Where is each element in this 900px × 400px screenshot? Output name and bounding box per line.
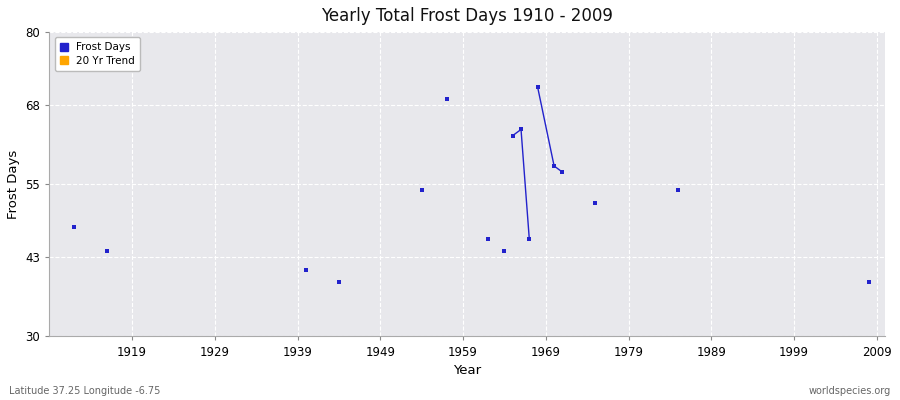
Point — [555, 169, 570, 175]
Point — [100, 248, 114, 254]
Point — [530, 84, 544, 90]
Text: worldspecies.org: worldspecies.org — [809, 386, 891, 396]
Point — [671, 187, 686, 194]
Point — [589, 199, 603, 206]
Title: Yearly Total Frost Days 1910 - 2009: Yearly Total Frost Days 1910 - 2009 — [321, 7, 613, 25]
Point — [498, 248, 512, 254]
Point — [506, 132, 520, 139]
Point — [547, 163, 562, 169]
Point — [522, 236, 536, 242]
Point — [481, 236, 495, 242]
Point — [861, 278, 876, 285]
Y-axis label: Frost Days: Frost Days — [7, 150, 20, 219]
Point — [439, 96, 454, 102]
Legend: Frost Days, 20 Yr Trend: Frost Days, 20 Yr Trend — [55, 37, 140, 71]
Point — [514, 126, 528, 133]
X-axis label: Year: Year — [454, 364, 482, 377]
Point — [299, 266, 313, 273]
Point — [415, 187, 429, 194]
Point — [332, 278, 347, 285]
Point — [67, 224, 81, 230]
Text: Latitude 37.25 Longitude -6.75: Latitude 37.25 Longitude -6.75 — [9, 386, 160, 396]
